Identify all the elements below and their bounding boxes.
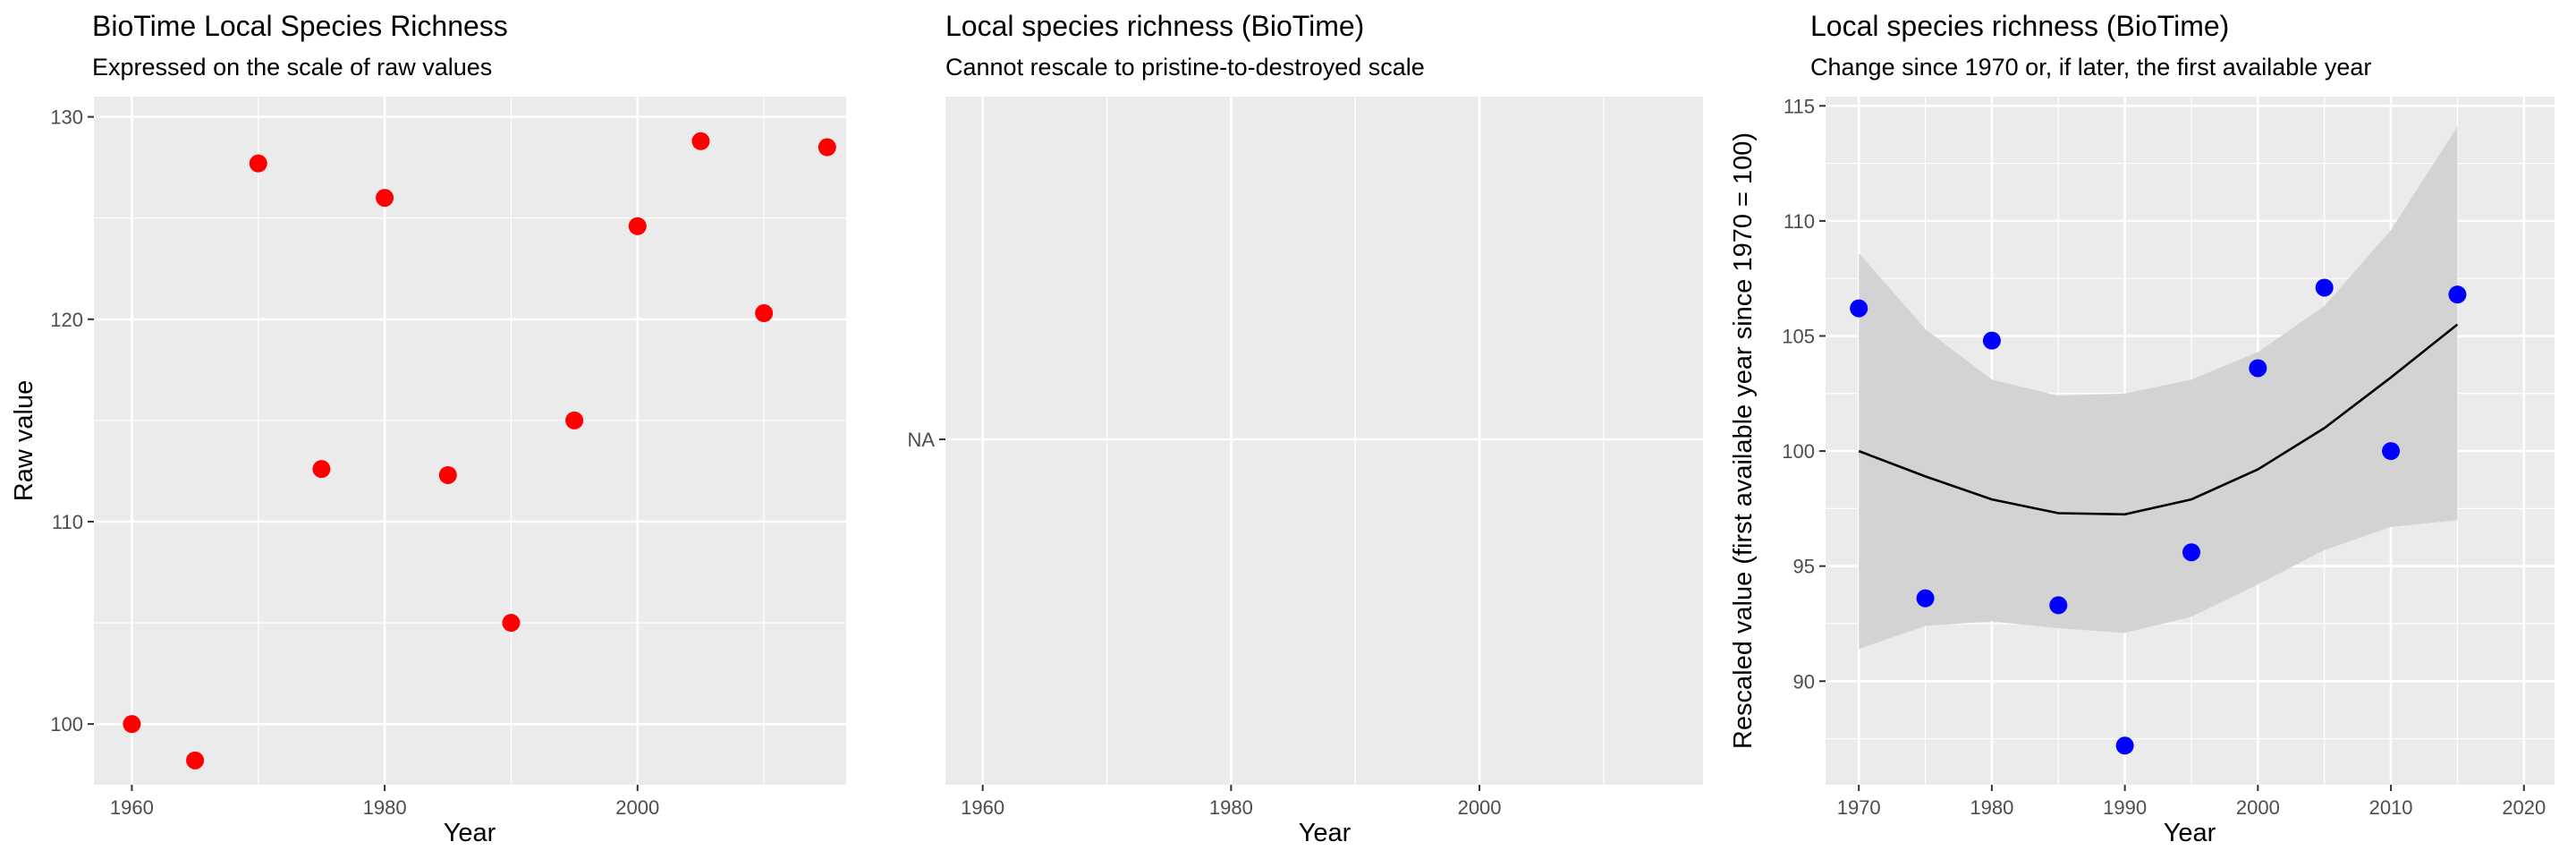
panel-rescaled: Local species richness (BioTime) Change s…: [1729, 10, 2555, 847]
x-tick-label: 2000: [615, 796, 659, 819]
chart-subtitle: Change since 1970 or, if later, the firs…: [1810, 54, 2371, 81]
data-point: [1982, 331, 2001, 350]
y-tick-label: NA: [907, 429, 935, 451]
panel-pristine-scale: Local species richness (BioTime) Cannot r…: [907, 10, 1703, 847]
data-point: [628, 217, 647, 235]
y-tick-label: 100: [50, 713, 83, 736]
x-axis-title: Year: [1299, 819, 1352, 847]
data-point: [502, 614, 521, 633]
x-tick-label: 1980: [1209, 796, 1253, 819]
x-tick-label: 1960: [961, 796, 1004, 819]
data-point: [565, 411, 584, 430]
data-point: [438, 465, 457, 484]
x-axis-title: Year: [2164, 819, 2216, 847]
gridlines: [94, 97, 846, 785]
x-axis-title: Year: [444, 819, 496, 847]
data-point: [186, 751, 205, 770]
data-point: [1916, 589, 1935, 608]
y-tick-label: 115: [1784, 95, 1815, 117]
y-tick-label: 95: [1793, 556, 1815, 578]
y-tick-label: 110: [52, 511, 83, 533]
y-tick-label: 90: [1793, 670, 1815, 693]
data-point: [2448, 285, 2467, 304]
x-tick-label: 1980: [1970, 796, 2013, 819]
data-point: [2049, 596, 2068, 615]
data-point: [376, 189, 394, 208]
x-tick-label: 1970: [1837, 796, 1881, 819]
x-tick-label: 2020: [2502, 796, 2546, 819]
y-tick-label: 100: [1782, 440, 1815, 463]
data-point: [818, 138, 836, 157]
data-point: [249, 154, 267, 173]
data-point: [1850, 299, 1868, 318]
y-tick-label: 130: [50, 106, 83, 129]
x-tick-label: 1960: [110, 796, 154, 819]
data-point: [755, 304, 774, 323]
trend-line: [1858, 323, 2459, 516]
x-tick-label: 1990: [2103, 796, 2147, 819]
chart-title: Local species richness (BioTime): [945, 10, 1364, 42]
data-point: [2115, 736, 2134, 755]
data-point: [123, 715, 141, 734]
data-point: [2315, 278, 2334, 297]
y-tick-label: 110: [1784, 210, 1815, 233]
data-point: [2249, 359, 2267, 378]
y-axis-title: Rescaled value (first available year sin…: [1729, 132, 1758, 749]
chart-title: Local species richness (BioTime): [1810, 10, 2229, 42]
y-tick-label: 105: [1782, 325, 1815, 347]
chart-title: BioTime Local Species Richness: [92, 10, 508, 42]
data-point: [312, 460, 331, 479]
gridlines: [945, 97, 1703, 785]
x-tick-label: 2000: [2236, 796, 2280, 819]
data-point: [691, 132, 710, 150]
plot-panel: [945, 97, 1703, 785]
data-point: [2182, 543, 2200, 562]
chart-subtitle: Expressed on the scale of raw values: [92, 54, 492, 81]
chart-subtitle: Cannot rescale to pristine-to-destroyed …: [945, 54, 1425, 81]
x-tick-label: 2010: [2369, 796, 2413, 819]
x-tick-label: 1980: [363, 796, 407, 819]
panel-raw-values: BioTime Local Species Richness Expressed …: [10, 10, 846, 847]
y-tick-label: 120: [50, 309, 83, 331]
confidence-band: [1859, 126, 2458, 650]
plot-panel: [94, 97, 846, 785]
data-point: [2382, 442, 2401, 461]
y-axis-title: Raw value: [10, 380, 38, 501]
x-tick-label: 2000: [1458, 796, 1502, 819]
